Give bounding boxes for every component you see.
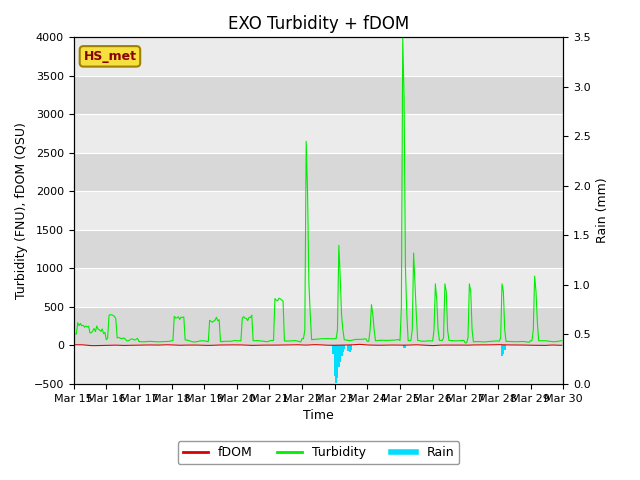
Bar	[343, 346, 346, 349]
Bar	[502, 346, 504, 354]
Bar	[403, 346, 405, 348]
Bar	[504, 346, 506, 350]
Bar	[74, 346, 563, 384]
Bar	[74, 37, 563, 76]
Y-axis label: Rain (mm): Rain (mm)	[596, 178, 609, 243]
Bar	[348, 346, 349, 351]
Bar	[339, 346, 341, 362]
Title: EXO Turbidity + fDOM: EXO Turbidity + fDOM	[228, 15, 409, 33]
Bar	[74, 307, 563, 346]
Bar	[74, 114, 563, 153]
Bar	[337, 346, 339, 379]
Bar	[74, 192, 563, 230]
Text: HS_met: HS_met	[83, 50, 136, 63]
Y-axis label: Turbidity (FNU), fDOM (QSU): Turbidity (FNU), fDOM (QSU)	[15, 122, 28, 299]
Bar	[404, 346, 406, 348]
Bar	[340, 346, 342, 357]
Bar	[74, 268, 563, 307]
Bar	[74, 230, 563, 268]
Bar	[74, 153, 563, 192]
Bar	[74, 76, 563, 114]
Bar	[349, 346, 351, 352]
Bar	[501, 346, 503, 357]
X-axis label: Time: Time	[303, 409, 334, 422]
Legend: fDOM, Turbidity, Rain: fDOM, Turbidity, Rain	[178, 442, 459, 465]
Bar	[342, 346, 344, 352]
Bar	[338, 346, 340, 368]
Bar	[335, 346, 337, 383]
Bar	[350, 346, 352, 350]
Bar	[333, 346, 336, 376]
Bar	[332, 346, 335, 354]
